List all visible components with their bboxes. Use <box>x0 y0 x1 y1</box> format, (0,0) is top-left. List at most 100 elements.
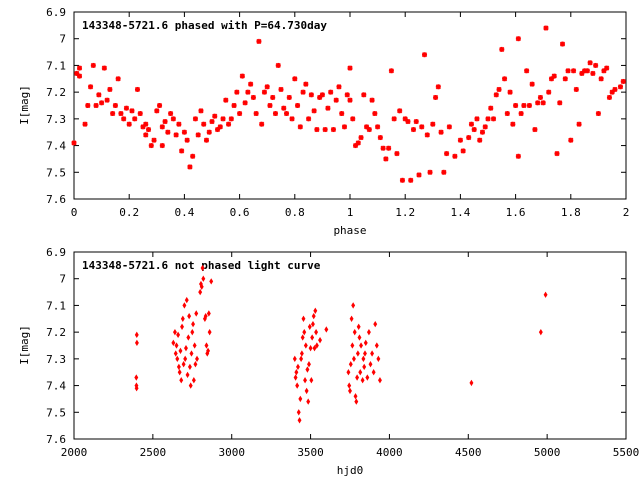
data-point <box>181 361 186 368</box>
data-point <box>310 320 315 328</box>
data-point <box>302 328 307 336</box>
data-point <box>419 124 425 130</box>
data-point <box>590 70 596 77</box>
plot-frame <box>73 251 627 440</box>
data-point <box>333 97 339 103</box>
data-point <box>311 108 317 114</box>
data-point <box>272 110 279 117</box>
data-point <box>195 355 199 363</box>
data-point <box>388 68 394 74</box>
x-tick-label: 0.4 <box>174 206 194 219</box>
data-point <box>540 100 546 106</box>
data-point <box>204 342 209 349</box>
data-point <box>194 310 199 317</box>
data-point <box>296 409 301 416</box>
data-point <box>576 121 582 127</box>
x-tick-label: 1 <box>347 206 354 219</box>
x-tick-label: 2000 <box>61 446 88 459</box>
data-point <box>201 275 206 282</box>
x-tick-label: 4500 <box>455 446 482 459</box>
data-point <box>248 81 254 87</box>
data-point <box>568 137 574 143</box>
data-point <box>168 110 174 117</box>
data-point <box>188 382 193 389</box>
data-point <box>324 326 329 333</box>
data-point <box>397 108 403 114</box>
data-point <box>209 278 214 285</box>
data-point <box>347 382 352 389</box>
data-point <box>394 151 400 157</box>
data-point <box>347 65 353 71</box>
data-point <box>474 116 480 122</box>
y-tick-label: 7.6 <box>46 193 66 206</box>
data-point <box>383 156 389 162</box>
data-point <box>292 355 297 363</box>
data-point <box>352 328 357 336</box>
data-point <box>532 126 538 133</box>
data-point <box>466 134 472 141</box>
data-point <box>165 129 171 135</box>
data-point <box>518 110 524 117</box>
data-point <box>181 129 187 135</box>
y-tick-label: 7.3 <box>46 113 66 126</box>
data-point <box>606 94 613 101</box>
data-point <box>361 92 367 98</box>
data-point <box>223 97 229 103</box>
data-point <box>159 143 165 149</box>
data-point <box>386 145 392 151</box>
data-point <box>289 116 295 122</box>
data-point <box>85 102 91 109</box>
y-tick-label: 7 <box>59 273 66 286</box>
data-point <box>314 126 320 133</box>
data-point <box>370 350 375 357</box>
data-point <box>300 334 305 341</box>
data-point <box>225 121 232 127</box>
data-point <box>378 377 382 384</box>
data-point <box>203 137 210 143</box>
data-point <box>179 377 184 384</box>
data-point <box>430 121 436 127</box>
plot-frame <box>73 11 627 200</box>
data-point <box>314 342 319 349</box>
x-tick-label: 3000 <box>218 446 245 459</box>
data-point <box>178 347 183 355</box>
data-point <box>182 302 187 309</box>
data-point <box>554 151 560 157</box>
data-point <box>123 105 130 111</box>
data-point <box>515 153 521 159</box>
x-tick-label: 5000 <box>534 446 561 459</box>
data-point <box>535 100 541 106</box>
data-point <box>256 38 262 44</box>
data-point <box>371 369 376 376</box>
data-point <box>405 118 411 125</box>
x-tick-label: 2500 <box>140 446 167 459</box>
data-point <box>110 110 116 117</box>
data-point <box>363 350 367 357</box>
y-tick-label: 7.4 <box>46 380 66 393</box>
data-point <box>319 92 325 98</box>
data-point <box>427 169 433 175</box>
x-axis-label: hjd0 <box>337 464 364 477</box>
data-point <box>353 393 358 400</box>
x-tick-label: 4000 <box>376 446 403 459</box>
data-point <box>499 46 505 52</box>
data-point <box>557 100 563 106</box>
data-point <box>104 97 110 103</box>
x-tick-label: 1.6 <box>506 206 526 219</box>
x-tick-label: 1.2 <box>395 206 415 219</box>
data-point <box>134 374 139 381</box>
data-point <box>308 92 314 98</box>
data-point <box>234 89 240 95</box>
data-point <box>112 102 118 109</box>
data-point <box>306 116 312 122</box>
chart-title: 143348-5721.6 phased with P=64.730day <box>82 19 327 32</box>
data-point <box>399 177 406 183</box>
data-point <box>354 398 359 405</box>
data-point <box>303 81 309 87</box>
y-tick-label: 7.1 <box>46 299 66 312</box>
data-point <box>435 84 441 90</box>
x-tick-label: 5500 <box>613 446 640 459</box>
data-point <box>460 148 466 154</box>
data-point <box>180 315 185 322</box>
data-point <box>374 342 379 349</box>
